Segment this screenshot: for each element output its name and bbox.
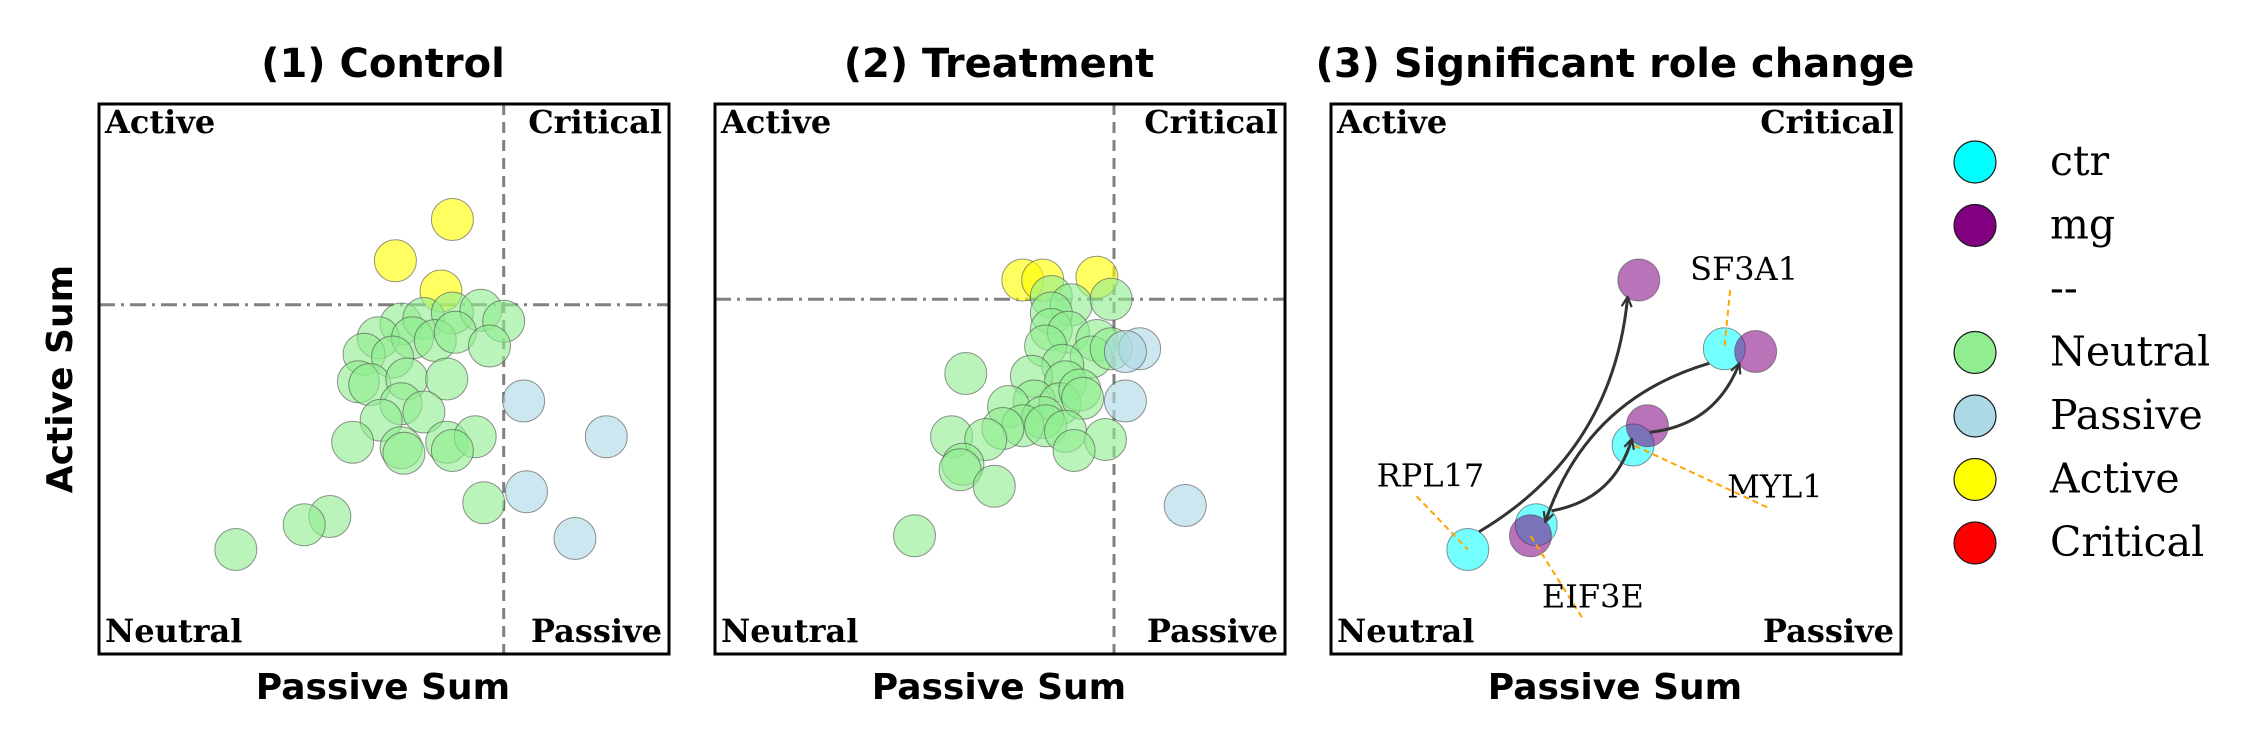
point-passive [505,470,548,514]
panel-1-quad-passive: Passive [531,612,662,650]
point-neutral [282,503,326,547]
legend-label-critical: Critical [2050,518,2204,566]
legend-marker-active [1953,457,1997,502]
point-neutral [1089,277,1133,321]
panel-1-quad-critical: Critical [528,103,662,141]
point-passive [502,379,546,423]
panel-3-plot: SF3A1 RPL17 MYL1 EIF3E [1377,250,1823,618]
y-axis-label: Active Sum [40,265,81,493]
point-neutral [972,464,1016,508]
point-mg [1625,404,1669,448]
role-change-arrow [1478,298,1627,534]
point-active [373,239,417,283]
legend-marker-mg [1953,203,1997,248]
gene-label-sf3a1: SF3A1 [1690,250,1798,288]
panel-role-change: (3) Significant role change SF3A1 RPL17 MY… [1316,41,1915,708]
legend: ctr mg -- Neutral Passive Active Critical [1953,137,2210,566]
legend-separator: -- [2050,264,2078,312]
point-passive [553,517,597,560]
panel-2-quad-passive: Passive [1147,612,1278,650]
point-passive [584,415,628,459]
point-mg [1509,514,1552,558]
point-active [430,198,474,241]
legend-label-mg: mg [2050,201,2115,249]
gene-label-eif3e: EIF3E [1542,577,1644,615]
gene-label-myl1: MYL1 [1727,467,1823,505]
point-neutral [462,481,506,525]
gene-pointer-line [1529,535,1583,618]
panel-2-quad-active: Active [720,103,831,141]
panel-1-xlabel: Passive Sum [256,667,510,708]
panel-3-xlabel: Passive Sum [1488,667,1742,708]
legend-label-neutral: Neutral [2050,328,2210,376]
point-passive [1163,484,1207,527]
point-neutral [214,528,258,571]
role-change-arrow [1649,364,1739,434]
point-neutral [893,514,936,558]
point-neutral [1052,429,1096,472]
point-neutral [430,429,474,472]
legend-label-passive: Passive [2050,391,2203,439]
panel-control: (1) Control Active Critical Neutral Pass… [40,41,671,708]
gene-label-rpl17: RPL17 [1377,456,1485,494]
panel-3-quad-passive: Passive [1763,612,1894,650]
legend-label-ctr: ctr [2050,137,2109,185]
panel-3-quad-neutral: Neutral [1337,612,1474,650]
panel-2-title: (2) Treatment [844,41,1155,87]
panel-3-frame [1329,102,1903,656]
panel-treatment: (2) Treatment Active Critical Neutral Pa… [713,41,1287,708]
panel-3-quad-active: Active [1336,103,1447,141]
point-passive [1103,330,1147,373]
point-neutral [382,431,426,475]
point-neutral [331,420,375,464]
panel-1-frame [97,102,671,656]
gene-pointer-line [1632,444,1768,509]
panel-2-frame [713,102,1287,656]
panel-1-title: (1) Control [261,41,505,87]
point-neutral [425,357,469,401]
point-neutral [944,352,988,395]
panel-1-quad-active: Active [104,103,215,141]
panel-2-plot [715,104,1285,654]
point-mg [1734,330,1778,373]
panel-3-title: (3) Significant role change [1316,41,1915,87]
panel-1-quad-neutral: Neutral [105,612,242,650]
role-change-arrow [1546,361,1710,521]
legend-marker-neutral [1953,330,1997,375]
point-mg [1617,258,1661,302]
panel-2-quad-critical: Critical [1144,103,1278,141]
panel-2-quad-neutral: Neutral [721,612,858,650]
legend-marker-ctr [1953,140,1997,184]
legend-marker-passive [1953,394,1997,438]
legend-label-active: Active [2049,455,2180,503]
panel-2-xlabel: Passive Sum [872,667,1126,708]
point-neutral [402,390,446,434]
point-neutral [467,324,511,368]
panel-3-quad-critical: Critical [1760,103,1894,141]
point-passive [1103,379,1147,423]
legend-marker-critical [1953,521,1997,565]
panel-1-plot [99,104,669,654]
role-change-arrow [1551,440,1632,513]
gene-pointer-line [1415,495,1469,551]
